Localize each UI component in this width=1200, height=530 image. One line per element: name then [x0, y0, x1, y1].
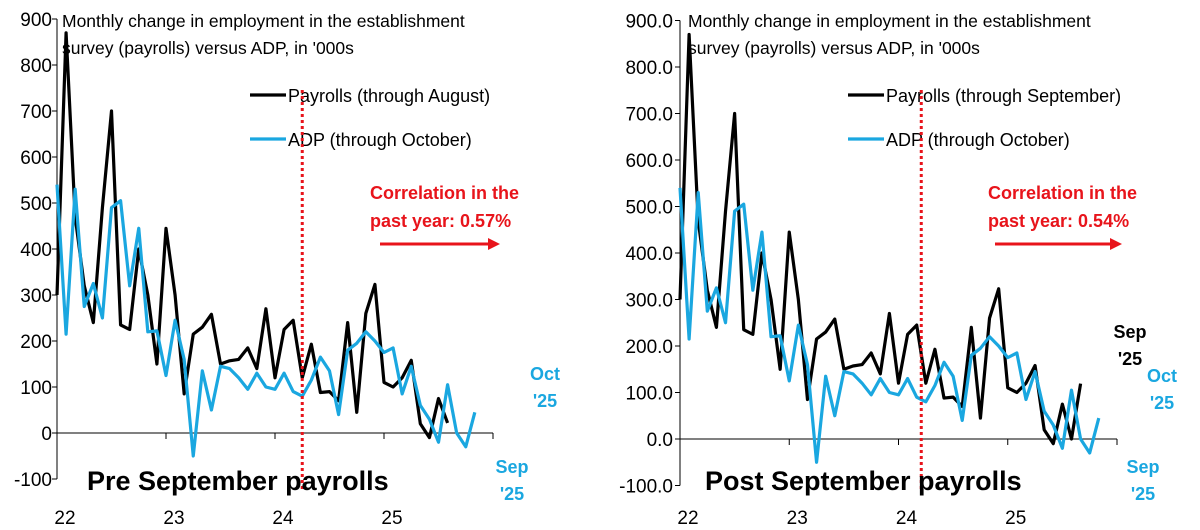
- y-tick-label: 200: [20, 332, 52, 353]
- x-tick-label: 25: [1005, 508, 1026, 529]
- correlation-annotation: Correlation in the: [370, 183, 519, 203]
- point-annotation: '25: [533, 391, 557, 411]
- y-tick-label: 500.0: [625, 198, 673, 219]
- point-annotation: Sep: [1113, 322, 1146, 342]
- legend-label: Payrolls (through September): [886, 86, 1121, 106]
- y-tick-label: 500: [20, 194, 52, 215]
- y-tick-label: 300.0: [625, 291, 673, 312]
- legend-label: ADP (through October): [886, 130, 1070, 150]
- legend-label: Payrolls (through August): [288, 86, 490, 106]
- y-tick-label: 100: [20, 378, 52, 399]
- correlation-annotation: Correlation in the: [988, 183, 1137, 203]
- chart-title-line: Monthly change in employment in the esta…: [688, 11, 1091, 31]
- point-annotation: '25: [1150, 393, 1174, 413]
- point-annotation: Oct: [1147, 366, 1177, 386]
- point-annotation: '25: [1118, 349, 1142, 369]
- chart-title-line: survey (payrolls) versus ADP, in '000s: [688, 38, 980, 58]
- panel-label: Post September payrolls: [705, 466, 1022, 496]
- point-annotation: '25: [500, 484, 524, 504]
- x-tick-label: 24: [896, 508, 918, 529]
- x-tick-label: 23: [787, 508, 808, 529]
- legend-label: ADP (through October): [288, 130, 472, 150]
- y-tick-label: -100: [14, 470, 52, 491]
- y-tick-label: 0: [41, 424, 52, 445]
- panel-label: Pre September payrolls: [87, 466, 389, 496]
- point-annotation: Oct: [530, 364, 560, 384]
- point-annotation: Sep: [495, 457, 528, 477]
- series-line-payrolls: [55, 31, 450, 440]
- x-tick-label: 22: [677, 508, 698, 529]
- correlation-annotation: past year: 0.54%: [988, 211, 1129, 231]
- y-tick-label: 100.0: [625, 384, 673, 405]
- chart-title-line: Monthly change in employment in the esta…: [62, 11, 465, 31]
- y-tick-label: -100.0: [619, 477, 673, 498]
- y-tick-label: 800.0: [625, 58, 673, 79]
- chart-panel-2: -100.0 0.0 100.0 200.0 300.0 400.0 500.0 600.0 7…: [619, 11, 1177, 529]
- y-tick-label: 600.0: [625, 151, 673, 172]
- y-tick-label: 700: [20, 102, 52, 123]
- point-annotation: '25: [1131, 484, 1155, 504]
- y-tick-label: 400: [20, 240, 52, 261]
- x-tick-label: 22: [54, 508, 75, 529]
- arrowhead-icon: [488, 238, 500, 250]
- correlation-annotation: past year: 0.57%: [370, 211, 511, 231]
- arrowhead-icon: [1110, 238, 1122, 250]
- x-tick-label: 23: [163, 508, 184, 529]
- x-tick-label: 25: [381, 508, 402, 529]
- y-tick-label: 200.0: [625, 337, 673, 358]
- y-tick-label: 400.0: [625, 244, 673, 265]
- y-tick-label: 800: [20, 56, 52, 77]
- x-tick-label: 24: [272, 508, 294, 529]
- y-tick-label: 600: [20, 148, 52, 169]
- y-tick-label: 900.0: [625, 12, 673, 33]
- y-tick-label: 0.0: [647, 430, 673, 451]
- chart-title-line: survey (payrolls) versus ADP, in '000s: [62, 38, 354, 58]
- y-tick-label: 300: [20, 286, 52, 307]
- point-annotation: Sep: [1126, 457, 1159, 477]
- y-tick-label: 700.0: [625, 105, 673, 126]
- y-tick-label: 900: [20, 10, 52, 31]
- chart-panel-1: -100 0 100 200 300 400 500 600 700 800 900 22 23 24 25…: [14, 10, 560, 529]
